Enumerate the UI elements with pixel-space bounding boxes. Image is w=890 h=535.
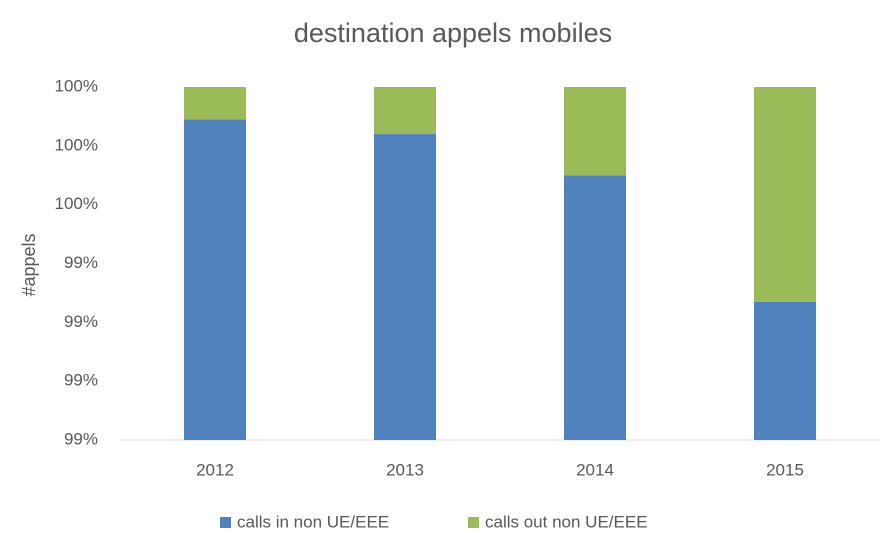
bar-segment (754, 87, 816, 302)
y-tick-label: 100% (55, 135, 98, 154)
bar-segment (374, 134, 436, 441)
bar-segment (184, 87, 246, 120)
bar-segment (754, 301, 816, 440)
legend-label: calls out non UE/EEE (485, 512, 648, 531)
legend-swatch (220, 517, 231, 528)
chart-title: destination appels mobiles (294, 18, 612, 48)
y-tick-label: 99% (64, 253, 98, 272)
bar-segment (184, 119, 246, 440)
bar-segment (374, 87, 436, 135)
x-tick-label: 2012 (196, 460, 234, 479)
x-tick-label: 2014 (576, 460, 614, 479)
legend-label: calls in non UE/EEE (237, 512, 389, 531)
legend-swatch (468, 517, 479, 528)
bar-segment (564, 87, 626, 176)
y-tick-label: 100% (55, 194, 98, 213)
y-tick-label: 99% (64, 312, 98, 331)
y-tick-label: 99% (64, 429, 98, 448)
y-tick-label: 100% (55, 76, 98, 95)
bar-segment (564, 175, 626, 440)
y-axis-label: #appels (19, 233, 39, 296)
y-tick-label: 99% (64, 371, 98, 390)
x-tick-label: 2013 (386, 460, 424, 479)
x-tick-label: 2015 (766, 460, 804, 479)
